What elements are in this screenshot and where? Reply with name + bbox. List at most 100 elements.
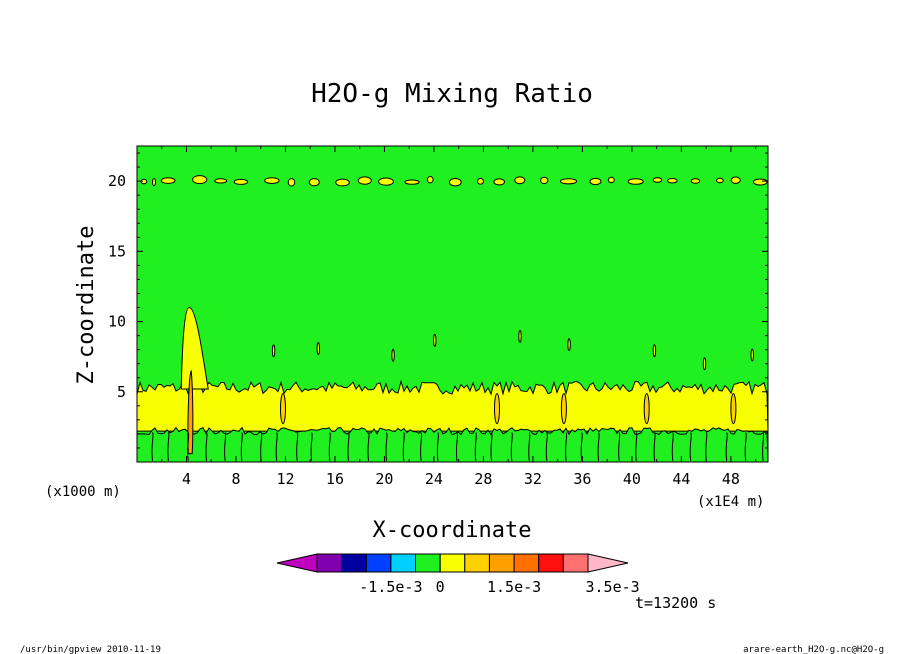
x-tick-label: 24: [425, 470, 443, 488]
upper-patch: [730, 176, 741, 184]
cell-contour: [618, 432, 621, 462]
colorbar-swatch: [513, 553, 540, 573]
cell-core: [560, 393, 567, 425]
cell-contour: [151, 432, 154, 462]
lower-yellow-band: [137, 379, 768, 432]
lowest-green-band: [137, 426, 768, 462]
y-unit-label: (x1000 m): [45, 484, 121, 500]
cell-contour: [580, 432, 583, 462]
x-unit-label: (x1E4 m): [697, 494, 764, 510]
upper-patch: [233, 178, 249, 185]
y-tick-label: 20: [108, 172, 126, 190]
colorbar-swatch: [464, 553, 490, 573]
cell-contour: [187, 432, 190, 462]
cell-boundaries: [151, 329, 765, 462]
colorbar-swatch: [415, 553, 441, 573]
cell-contour: [205, 432, 208, 462]
cell-core: [643, 393, 650, 425]
x-axis-ticks: 4 8 12 16 20 24 28 32 36 40 44 48: [161, 146, 757, 488]
cell-core: [494, 393, 500, 425]
small-patch: [316, 342, 320, 356]
colorbar-swatch: [562, 553, 589, 573]
colorbar-label: 3.5e-3: [586, 578, 640, 596]
upper-patch: [607, 176, 615, 184]
colorbar-swatch: [538, 553, 564, 573]
cell-contour: [653, 432, 656, 462]
plume-core: [187, 370, 194, 455]
upper-patch: [448, 178, 462, 187]
colorbar-high-arrow: [587, 553, 629, 573]
cell-contour: [565, 432, 568, 462]
cell-contour: [436, 432, 439, 462]
cell-core: [730, 393, 737, 425]
upper-patch: [589, 177, 602, 186]
upper-yellow-patches: [140, 175, 768, 187]
cell-contour: [275, 432, 278, 462]
upper-patch: [690, 178, 701, 184]
upper-patch: [335, 178, 350, 187]
time-label: t=13200 s: [635, 594, 716, 612]
small-patch: [652, 344, 657, 358]
upper-patch: [214, 178, 228, 184]
upper-patch: [287, 178, 296, 187]
upper-patch: [160, 177, 176, 184]
cell-contour: [260, 432, 263, 462]
cell-contour: [528, 432, 531, 462]
colorbar-label: 1.5e-3: [487, 578, 541, 596]
x-tick-label: 8: [231, 470, 240, 488]
footer-right: arare-earth_H2O-g.nc@H2O-g: [743, 645, 884, 654]
upper-patch: [540, 176, 549, 185]
colorbar-label: -1.5e-3: [359, 578, 422, 596]
cell-contour: [597, 432, 600, 462]
colorbar-swatch: [341, 553, 367, 573]
cell-contour: [744, 432, 747, 462]
upper-patch: [426, 176, 434, 184]
upper-patch: [152, 177, 156, 187]
x-tick-label: 4: [182, 470, 191, 488]
cell-contour: [689, 432, 692, 462]
cell-contour: [420, 432, 423, 462]
cell-contour: [545, 432, 548, 462]
cell-contour: [705, 432, 708, 462]
small-patch: [433, 333, 437, 347]
upper-patch: [493, 178, 506, 186]
cell-contour: [367, 432, 370, 462]
small-patch: [567, 338, 571, 352]
cell-contour: [490, 432, 493, 462]
cell-contour: [635, 432, 638, 462]
upper-patch: [357, 176, 372, 185]
cell-contour: [474, 432, 477, 462]
x-tick-label: 48: [722, 470, 740, 488]
upper-patch: [192, 175, 208, 185]
cell-contour: [402, 432, 405, 462]
x-axis-label: X-coordinate: [373, 518, 532, 543]
small-patch: [750, 348, 754, 362]
cell-contour: [510, 432, 513, 462]
colorbar-label: 0: [436, 578, 445, 596]
cell-contour: [455, 432, 459, 462]
colorbar-swatch: [439, 553, 466, 573]
upper-patch: [477, 177, 484, 185]
cell-contour: [224, 432, 227, 462]
x-tick-label: 36: [573, 470, 591, 488]
plot-frame: [136, 145, 769, 463]
upper-patch: [559, 178, 578, 185]
small-patch: [518, 329, 522, 343]
x-tick-label: 12: [276, 470, 294, 488]
x-tick-label: 16: [326, 470, 344, 488]
cell-contour: [671, 432, 674, 462]
cell-contour: [725, 432, 728, 462]
chart-title: H2O-g Mixing Ratio: [311, 79, 593, 109]
x-tick-label: 28: [474, 470, 492, 488]
upper-patch: [667, 178, 678, 184]
cell-contour: [167, 432, 170, 462]
cell-contour: [296, 432, 299, 462]
footer-left: /usr/bin/gpview 2010-11-19: [20, 645, 161, 654]
upper-patch: [514, 176, 526, 185]
moisture-plume: [180, 307, 209, 390]
small-patch: [391, 348, 395, 362]
cell-contour: [328, 432, 331, 462]
cell-contour: [385, 432, 388, 462]
cell-core: [280, 393, 286, 425]
